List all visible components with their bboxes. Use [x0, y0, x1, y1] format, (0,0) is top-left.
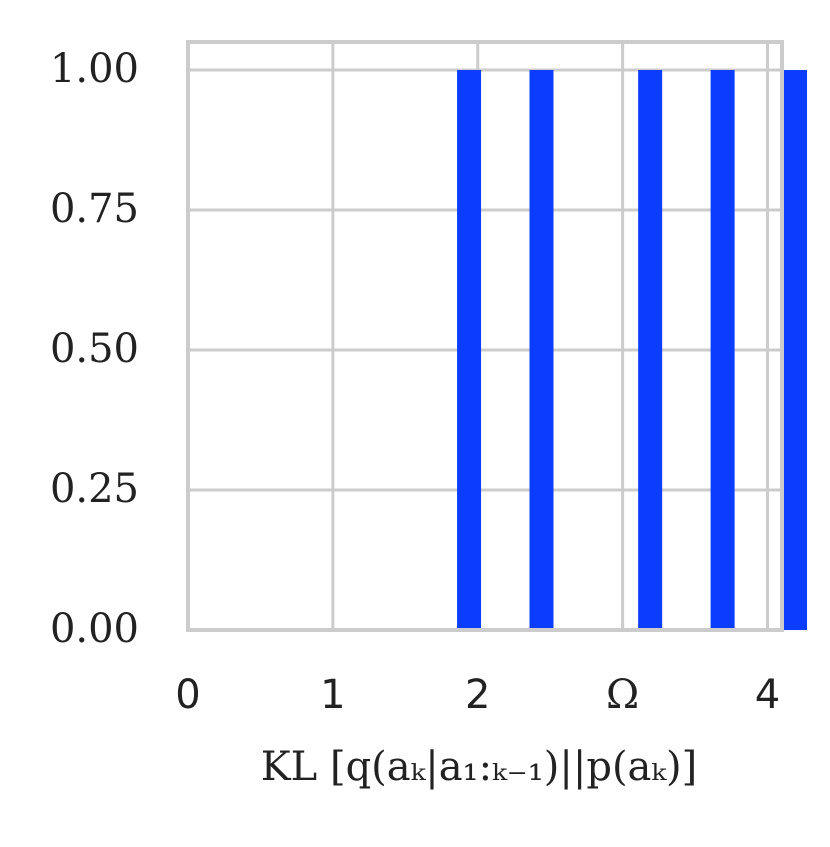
bar [638, 70, 663, 630]
x-tick-label: 2 [465, 672, 490, 718]
bar [710, 70, 735, 630]
bars [457, 70, 808, 630]
x-axis-label: KL [q(aₖ|a₁:ₖ₋₁)||p(aₖ)] [261, 744, 697, 790]
x-tick-label: 1 [320, 672, 345, 718]
bar [457, 70, 482, 630]
grid-lines [186, 42, 782, 632]
y-tick-label: 0.75 [50, 186, 139, 232]
y-tick-label: 0.25 [50, 466, 139, 512]
x-tick-label: 4 [755, 672, 780, 718]
plot-frame [186, 40, 784, 632]
x-tick-label: Ω [606, 672, 639, 718]
y-tick-label: 1.00 [50, 46, 139, 92]
bar [529, 70, 554, 630]
bar [783, 70, 808, 630]
y-tick-label: 0.00 [50, 606, 139, 652]
y-tick-label: 0.50 [50, 326, 139, 372]
x-tick-label: 0 [175, 672, 200, 718]
y-tick-labels: 0.00 0.25 0.50 0.75 1.00 [50, 46, 139, 652]
x-tick-labels: 0 1 2 Ω 4 [175, 672, 780, 718]
